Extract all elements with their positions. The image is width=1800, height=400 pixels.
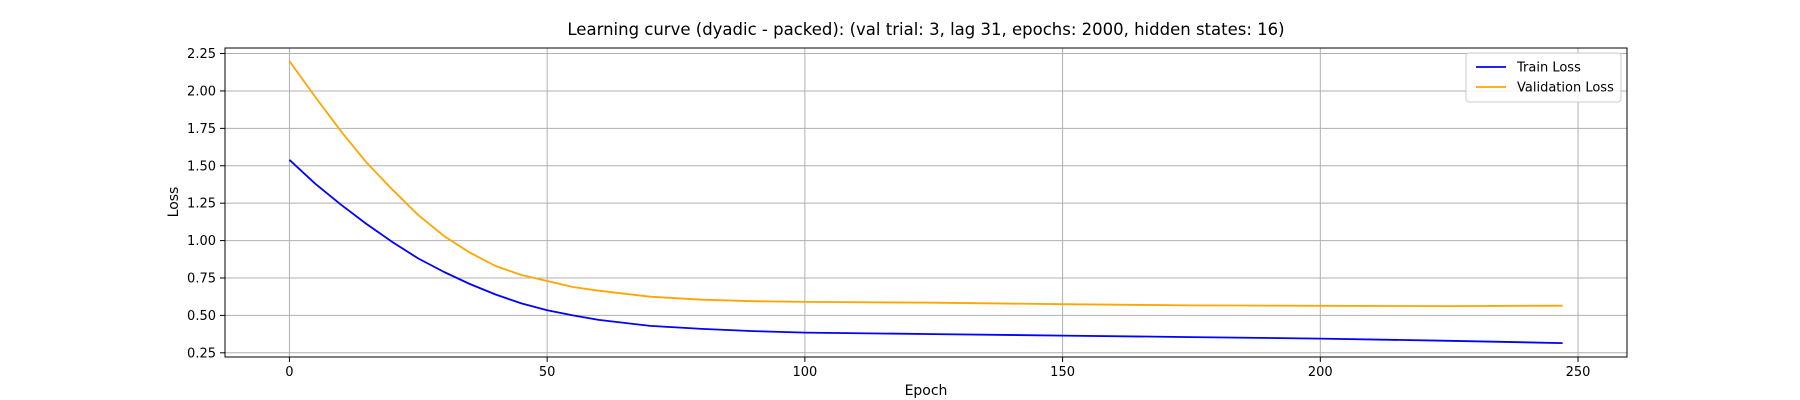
x-tick-label: 200 bbox=[1308, 365, 1333, 380]
x-tick-label: 50 bbox=[539, 365, 556, 380]
chart-title: Learning curve (dyadic - packed): (val t… bbox=[567, 20, 1284, 39]
y-tick-label: 0.50 bbox=[187, 309, 216, 324]
legend-box bbox=[1465, 52, 1622, 103]
plot-frame bbox=[224, 47, 1628, 358]
legend-label-validation-loss: Validation Loss bbox=[1517, 81, 1614, 96]
series-lines bbox=[288, 60, 1563, 344]
x-tick-label: 250 bbox=[1566, 365, 1591, 380]
y-tick-label: 0.75 bbox=[187, 271, 216, 286]
legend-label-train-loss: Train Loss bbox=[1516, 61, 1581, 76]
train-loss-line bbox=[288, 159, 1563, 344]
y-tick-label: 2.00 bbox=[187, 84, 216, 99]
y-tick-label: 1.00 bbox=[187, 234, 216, 249]
x-tick-label: 150 bbox=[1050, 365, 1075, 380]
x-tick-label: 0 bbox=[285, 365, 293, 380]
x-tick-label: 100 bbox=[792, 365, 817, 380]
y-tick-label: 1.25 bbox=[187, 197, 216, 212]
y-tick-label: 0.25 bbox=[187, 346, 216, 361]
y-axis-label: Loss bbox=[166, 187, 182, 218]
grid-lines bbox=[225, 48, 1627, 357]
x-axis-label: Epoch bbox=[905, 383, 948, 399]
axis-ticks: 0 50 100 150 200 250 0.25 0.50 0.75 1.00 1.25 1.50 1… bbox=[187, 47, 1590, 380]
validation-loss-line bbox=[288, 60, 1563, 308]
y-tick-label: 1.50 bbox=[187, 159, 216, 174]
y-tick-label: 2.25 bbox=[187, 47, 216, 62]
legend: Train Loss Validation Loss bbox=[1465, 52, 1622, 103]
y-tick-label: 1.75 bbox=[187, 122, 216, 137]
